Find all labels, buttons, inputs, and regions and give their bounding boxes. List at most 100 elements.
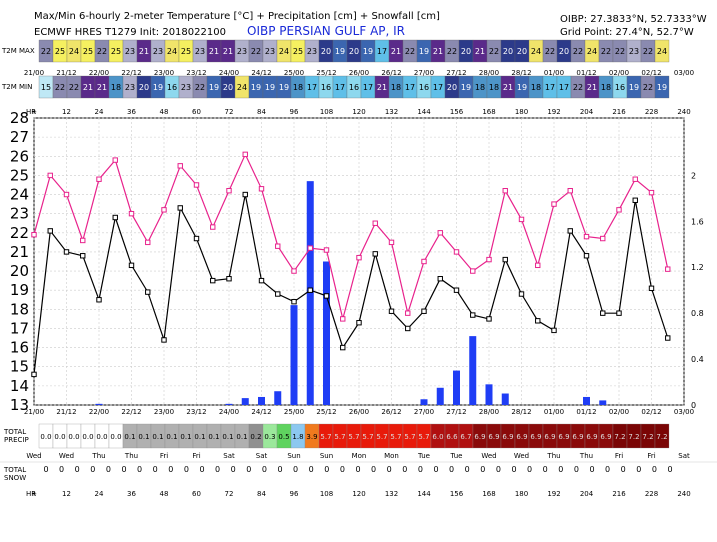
tmin-value: 18 (531, 83, 541, 92)
precip-bar (599, 400, 607, 405)
time-label-top: 01/00 (544, 69, 564, 77)
tmin-point (372, 251, 378, 257)
time-label-top: 21/00 (24, 69, 44, 77)
y-tick-label: 18 (10, 300, 29, 318)
snow-value: 0 (153, 465, 158, 474)
time-label-top: 22/12 (121, 69, 141, 77)
tmax-point (340, 316, 346, 322)
precip-value: 0.0 (110, 433, 121, 441)
tmax-value: 22 (545, 47, 555, 56)
snow-value: 0 (402, 465, 407, 474)
y-tick-label: 19 (10, 281, 29, 299)
precip-cell (654, 423, 670, 449)
tmax-point (193, 182, 200, 188)
snow-value: 0 (605, 465, 610, 474)
tmax-value: 23 (307, 47, 317, 56)
day-label: Thu (546, 452, 560, 460)
time-label-bottom: 01/12 (576, 408, 596, 416)
tmax-point (502, 188, 508, 194)
tmin-point (665, 335, 671, 341)
day-label: Sun (320, 452, 333, 460)
tmax-point (112, 157, 118, 163)
tmax-point (307, 245, 313, 251)
snow-value: 0 (106, 465, 111, 474)
precip-value: 0.5 (278, 433, 289, 441)
snow-value: 0 (199, 465, 204, 474)
precip-value: 6.9 (488, 433, 499, 441)
precip-value: 5.7 (348, 433, 359, 441)
y-tick-label: 20 (10, 262, 29, 280)
day-label: Fri (192, 452, 200, 460)
precip-value: 0.0 (96, 433, 107, 441)
precip-value: 5.7 (376, 433, 387, 441)
tmax-value: 24 (531, 47, 541, 56)
tmin-point (551, 327, 557, 334)
tmin-cell (654, 75, 670, 99)
snow-value: 0 (324, 465, 329, 474)
hr-label: 108 (320, 108, 333, 116)
tmin-value: 18 (293, 83, 303, 92)
tmax-value: 24 (167, 47, 177, 56)
y2-tick-label: 0.4 (691, 355, 704, 364)
tmax-value: 21 (209, 47, 219, 56)
precip-value: 7.2 (614, 433, 625, 441)
tmax-point (470, 268, 476, 274)
tmin-point (307, 287, 313, 293)
precip-value: 1.8 (292, 433, 303, 441)
precip-value: 0.1 (180, 433, 191, 441)
day-label: Wed (514, 452, 529, 460)
precip-value: 6.7 (460, 433, 471, 441)
tmax-point (31, 232, 37, 238)
hr-label: 36 (127, 108, 136, 116)
precip-value: 0.1 (236, 433, 247, 441)
precip-value: 0.1 (138, 433, 149, 441)
precip-bar (290, 305, 298, 405)
day-label: Fri (615, 452, 623, 460)
tmax-value: 21 (475, 47, 485, 56)
tmax-point (486, 256, 492, 263)
hr-label: 12 (62, 108, 71, 116)
tmin-point (583, 253, 590, 259)
snow-value: 0 (277, 465, 282, 474)
tmin-value: 20 (447, 83, 457, 92)
day-label: Wed (481, 452, 496, 460)
tmin-value: 16 (321, 83, 331, 92)
time-label-top: 25/00 (284, 69, 304, 77)
tmin-value: 16 (615, 83, 625, 92)
tmax-value: 22 (251, 47, 261, 56)
precip-value: 0.1 (208, 433, 219, 441)
precip-value: 5.7 (418, 433, 429, 441)
precip-bar (420, 399, 428, 405)
tmin-value: 17 (405, 83, 415, 92)
tmin-point (567, 228, 573, 234)
tmax-value: 22 (643, 47, 653, 56)
snow-value: 0 (59, 465, 64, 474)
day-label: Sun (287, 452, 300, 460)
day-label: Sat (678, 452, 690, 460)
y-tick-label: 17 (10, 319, 29, 337)
chart-title: Max/Min 6-hourly 2-meter Temperature [°C… (34, 11, 440, 22)
snow-value: 0 (558, 465, 563, 474)
tmin-value: 18 (111, 83, 121, 92)
precip-value: 5.7 (334, 433, 345, 441)
tmax-point (388, 239, 395, 246)
y-tick-label: 14 (10, 377, 29, 395)
tmin-point (502, 256, 508, 263)
tmax-point (291, 268, 297, 274)
tmax-point (453, 249, 460, 255)
tmax-value: 20 (349, 47, 359, 56)
snow-value: 0 (184, 465, 189, 474)
tmin-value: 19 (629, 83, 639, 92)
precip-value: 6.9 (572, 433, 583, 441)
tmax-value: 20 (503, 47, 513, 56)
tmin-value: 18 (489, 83, 499, 92)
tmin-value: 21 (377, 83, 387, 92)
time-label-bottom: 28/12 (511, 408, 531, 416)
precip-value: 5.7 (404, 433, 415, 441)
tmax-value: 21 (433, 47, 443, 56)
hr-label-bottom-tick: 72 (225, 490, 234, 498)
time-label-top: 02/00 (609, 69, 629, 77)
time-label-top: 28/12 (511, 69, 531, 77)
tmin-point (648, 285, 655, 291)
time-label-bottom: 23/12 (186, 408, 206, 416)
